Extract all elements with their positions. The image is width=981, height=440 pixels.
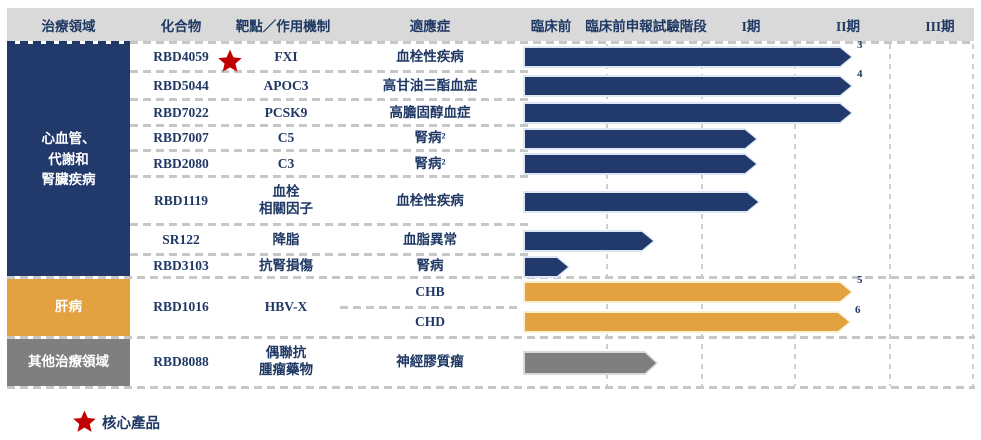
compound-rbd1016: RBD1016	[153, 298, 209, 314]
indication-kidney-disease-2b: 腎病²	[414, 155, 446, 171]
separator-row-5	[130, 175, 532, 178]
area-cardio-metabolic-renal: 心血管、 代謝和 腎臟疾病	[7, 44, 130, 276]
column-header-indication: 適應症	[409, 18, 451, 34]
compound-rbd4059: RBD4059	[153, 49, 209, 65]
compound-rbd5044: RBD5044	[153, 77, 209, 93]
footnote-marker-6: 6	[855, 304, 861, 316]
indication-kidney-disease: 腎病	[416, 257, 444, 273]
compound-rbd3103: RBD3103	[153, 257, 209, 273]
target-c3: C3	[277, 155, 295, 171]
separator-row-2	[130, 98, 532, 101]
stage-gridline-4	[889, 44, 891, 386]
indication-hypertriglyceridemia: 高甘油三酯血症	[382, 77, 478, 93]
target-c5: C5	[277, 130, 295, 146]
legend-core-product-label: 核心產品	[102, 415, 160, 432]
area-liver-disease: 肝病	[7, 279, 130, 336]
column-header-therapeutic-area: 治療領域	[41, 18, 96, 34]
core-product-star-icon	[218, 49, 242, 72]
compound-rbd8088: RBD8088	[153, 353, 209, 369]
column-header-phase2: II期	[835, 18, 860, 34]
column-header-phase1: I期	[741, 18, 761, 34]
separator-row-1	[130, 70, 532, 73]
target-thrombosis-factors: 血栓 相關因子	[259, 184, 313, 216]
compound-rbd2080: RBD2080	[153, 155, 209, 171]
indication-glioma: 神經膠質瘤	[396, 353, 464, 369]
compound-rbd1119: RBD1119	[153, 192, 208, 208]
column-header-compound: 化合物	[160, 18, 202, 34]
footnote-marker-4: 4	[857, 68, 863, 80]
stage-gridline-2	[701, 44, 703, 386]
target-fxi: FXI	[274, 49, 298, 65]
indication-kidney-disease-2: 腎病²	[414, 130, 446, 146]
separator-row-4	[130, 149, 532, 152]
indication-chd: CHD	[415, 313, 445, 329]
column-header-preclinical: 臨床前	[530, 18, 572, 34]
separator-row-6	[130, 223, 532, 226]
stage-gridline-5	[972, 44, 974, 386]
indication-thrombotic-2: 血栓性疾病	[396, 192, 464, 208]
separator-row-7	[130, 253, 532, 256]
column-header-ind-enabling: 臨床前申報試驗階段	[585, 18, 707, 34]
target-apoc3: APOC3	[263, 77, 309, 93]
separator-bottom	[7, 386, 975, 389]
compound-rbd7022: RBD7022	[153, 104, 209, 120]
target-hbv-x: HBV-X	[264, 298, 308, 314]
indication-chb: CHB	[415, 283, 445, 299]
column-header-phase3: III期	[925, 18, 955, 34]
stage-gridline-3	[794, 44, 796, 386]
separator-chb-chd	[340, 306, 520, 309]
indication-hypercholesterolemia: 高膽固醇血症	[389, 104, 471, 120]
indication-thrombotic: 血栓性疾病	[396, 49, 464, 65]
separator-row-3	[130, 124, 532, 127]
separator-section-other	[7, 336, 975, 339]
column-header-target-mechanism: 靶點／作用機制	[235, 18, 331, 34]
footnote-marker-5: 5	[857, 274, 863, 286]
indication-dyslipidemia: 血脂異常	[403, 231, 457, 247]
footnote-marker-3: 3	[857, 39, 863, 51]
target-conjugated-antitumor: 偶聯抗 腫瘤藥物	[259, 345, 313, 377]
target-pcsk9: PCSK9	[264, 104, 308, 120]
target-lipid-lowering: 降脂	[272, 231, 300, 247]
area-other: 其他治療領域	[7, 339, 130, 386]
separator-header-sidebar	[7, 41, 130, 44]
header-band	[7, 8, 974, 41]
target-anti-kidney-injury: 抗腎損傷	[259, 257, 313, 273]
stage-gridline-1	[606, 44, 608, 386]
compound-sr122: SR122	[162, 231, 200, 247]
separator-section-liver	[7, 276, 975, 279]
separator-header	[130, 41, 975, 44]
compound-rbd7007: RBD7007	[153, 130, 209, 146]
legend-core-product-star-icon	[73, 410, 96, 432]
